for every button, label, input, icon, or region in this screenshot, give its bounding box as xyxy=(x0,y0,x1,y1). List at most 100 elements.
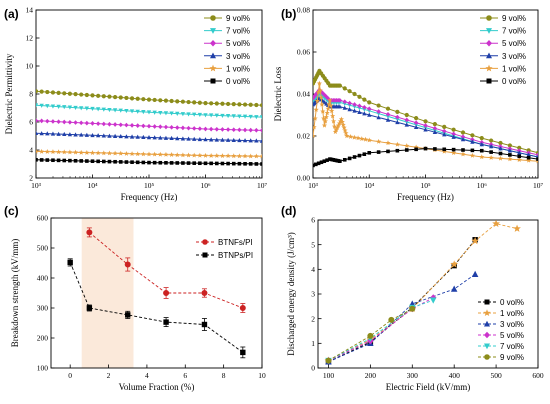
y-tick-label: 300 xyxy=(37,304,49,313)
y-axis-label: Discharged energy density (J/cm³) xyxy=(286,232,296,356)
data-point xyxy=(460,130,466,135)
y-tick-label: 4 xyxy=(311,265,315,274)
legend: BTNFs/PI BTNPs/PI xyxy=(196,238,253,260)
data-point xyxy=(73,105,78,110)
data-point xyxy=(112,122,118,127)
plot-data xyxy=(324,220,521,365)
data-point xyxy=(36,103,39,108)
series-btnfs-pi xyxy=(86,227,246,313)
data-point xyxy=(347,103,352,108)
plot-data xyxy=(67,227,246,359)
data-point xyxy=(314,98,320,104)
data-point xyxy=(414,147,418,152)
data-point xyxy=(192,136,197,141)
data-point xyxy=(225,127,231,132)
data-point xyxy=(423,127,428,132)
legend-marker xyxy=(486,39,492,47)
data-point xyxy=(220,101,225,106)
data-point xyxy=(208,137,214,142)
data-point xyxy=(328,102,334,108)
data-point xyxy=(56,119,61,125)
legend-marker xyxy=(484,299,490,305)
data-point xyxy=(169,124,174,130)
data-point xyxy=(451,131,456,137)
series-line xyxy=(328,239,476,363)
data-point xyxy=(39,158,44,162)
data-point xyxy=(362,111,367,116)
data-point xyxy=(73,132,78,137)
data-point xyxy=(366,137,372,143)
series-line xyxy=(328,297,434,362)
data-point xyxy=(175,111,180,116)
data-point xyxy=(56,104,61,109)
y-tick-label: 200 xyxy=(37,334,49,343)
data-point xyxy=(248,138,253,143)
legend-marker xyxy=(210,78,216,84)
data-point xyxy=(376,111,381,116)
legend-label: 3 vol% xyxy=(502,52,526,61)
data-point xyxy=(152,151,158,157)
data-point xyxy=(333,127,339,132)
y-tick-label: 14 xyxy=(26,6,34,15)
legend-label: 3 vol% xyxy=(500,320,524,329)
y-tick-label: 0.04 xyxy=(297,90,310,99)
x-tick-label: 0 xyxy=(68,371,72,380)
data-point xyxy=(197,126,203,132)
data-point xyxy=(460,137,466,142)
data-point xyxy=(107,159,112,164)
x-axis-label: Electric Field (kV/mm) xyxy=(386,382,470,392)
data-point xyxy=(322,118,328,124)
data-point xyxy=(95,121,101,127)
data-point xyxy=(385,111,391,117)
data-point xyxy=(79,159,83,163)
legend: 9 vol% 7 vol% 5 vol% 3 vol% 1 vol% 0 vol% xyxy=(204,14,250,86)
data-point xyxy=(319,160,324,165)
data-point xyxy=(243,161,247,166)
x-tick-label: 4 xyxy=(145,371,149,380)
legend-marker xyxy=(210,28,216,34)
data-point xyxy=(488,155,494,160)
data-point xyxy=(470,137,475,142)
data-point xyxy=(367,109,372,114)
data-point xyxy=(367,100,372,105)
data-point xyxy=(129,96,135,101)
data-point xyxy=(79,92,84,97)
data-point xyxy=(214,126,219,132)
data-point xyxy=(45,104,50,109)
series-line xyxy=(328,273,476,363)
data-point xyxy=(164,161,168,165)
data-point xyxy=(67,91,72,96)
data-point xyxy=(158,98,163,103)
data-point xyxy=(45,118,50,124)
data-point xyxy=(45,131,50,136)
panel-label: (a) xyxy=(4,7,19,21)
data-point xyxy=(237,114,242,119)
data-point xyxy=(220,137,225,142)
data-point xyxy=(327,97,333,103)
data-point xyxy=(56,131,61,136)
data-point xyxy=(386,149,390,154)
data-point xyxy=(442,128,447,134)
data-point xyxy=(325,357,332,364)
data-point xyxy=(535,158,538,164)
legend-marker xyxy=(202,252,208,258)
data-point xyxy=(61,149,67,155)
data-point xyxy=(471,270,479,277)
data-point xyxy=(36,118,39,123)
x-axis-label: Frequency (Hz) xyxy=(121,192,178,202)
data-point xyxy=(101,94,106,99)
data-point xyxy=(461,148,465,152)
data-point xyxy=(50,104,56,109)
data-point xyxy=(507,148,513,153)
data-point xyxy=(141,97,146,102)
y-tick-label: 10 xyxy=(26,62,34,71)
data-point xyxy=(36,148,39,154)
series-1-vol- xyxy=(36,148,262,159)
data-point xyxy=(163,124,169,130)
plot-data xyxy=(36,89,262,166)
data-point xyxy=(336,120,342,126)
y-tick-label: 0.08 xyxy=(297,6,310,15)
legend-marker xyxy=(484,331,490,339)
data-point xyxy=(237,161,242,166)
data-point xyxy=(203,113,208,118)
